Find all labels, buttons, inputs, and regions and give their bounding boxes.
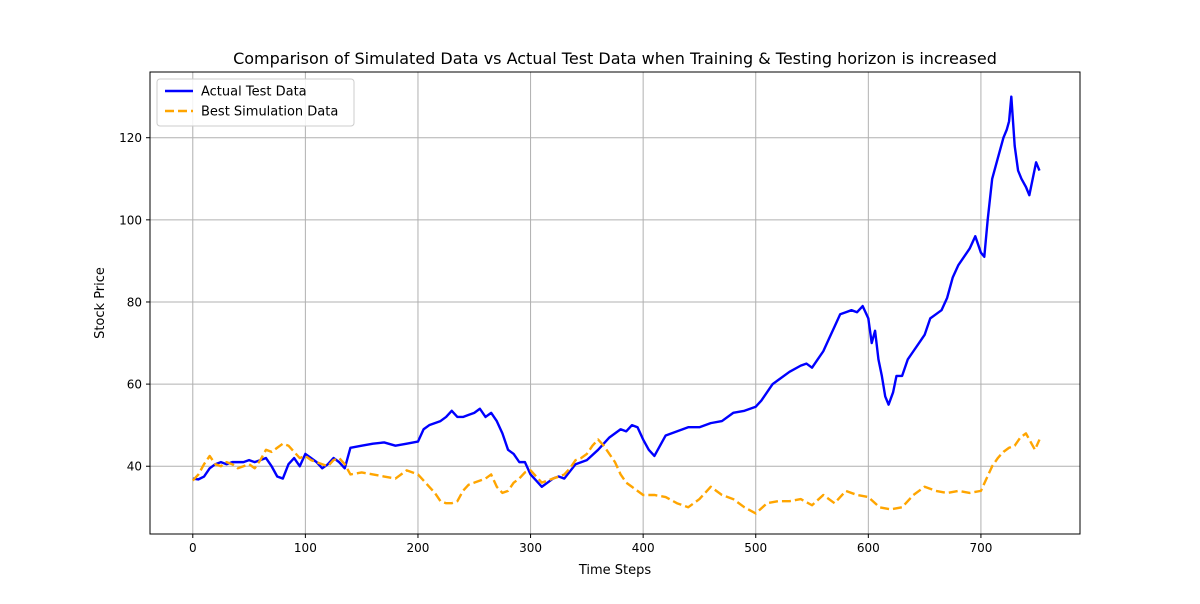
grid — [150, 72, 1080, 534]
chart-title: Comparison of Simulated Data vs Actual T… — [233, 49, 997, 68]
y-axis-label: Stock Price — [93, 267, 108, 339]
x-tick-label: 300 — [519, 541, 542, 555]
legend-label-simulation: Best Simulation Data — [201, 105, 338, 120]
y-tick-label: 80 — [127, 295, 142, 309]
y-tick-label: 60 — [127, 378, 142, 392]
legend: Actual Test Data Best Simulation Data — [156, 78, 355, 127]
x-tick-label: 400 — [632, 541, 655, 555]
plot-area-frame — [149, 71, 1081, 535]
legend-box — [156, 78, 355, 127]
x-tick-label: 100 — [294, 541, 317, 555]
legend-label-actual: Actual Test Data — [201, 85, 307, 100]
y-tick-label: 100 — [119, 213, 142, 227]
x-tick-label: 700 — [969, 541, 992, 555]
y-axis-ticks: 40 60 80 100 120 — [119, 131, 150, 474]
x-axis-ticks: 0 100 200 300 400 500 600 700 — [189, 534, 992, 555]
series-lines — [191, 95, 1041, 515]
actual-test-data-line — [192, 95, 1041, 488]
y-tick-label: 40 — [127, 460, 142, 474]
x-tick-label: 0 — [189, 541, 197, 555]
best-simulation-data-line — [191, 432, 1041, 515]
x-tick-label: 600 — [857, 541, 880, 555]
x-axis-label: Time Steps — [578, 563, 652, 578]
x-tick-label: 200 — [407, 541, 430, 555]
y-tick-label: 120 — [119, 131, 142, 145]
x-tick-label: 500 — [744, 541, 767, 555]
